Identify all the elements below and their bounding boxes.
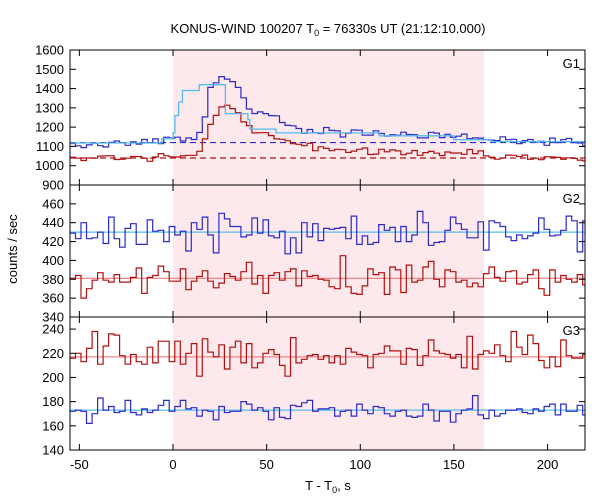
fit-curve [70,84,585,144]
y-tick-label: 380 [42,272,64,287]
y-tick-label: 240 [42,322,64,337]
series-blue-step [70,76,585,149]
chart-title-part-2: = 76330s UT (21:12:10.000) [319,21,485,36]
y-tick-label: 340 [42,310,64,325]
y-tick-label: 160 [42,418,64,433]
y-tick-label: 1500 [35,62,64,77]
x-tick-label: 50 [259,457,273,472]
series-blue-step [70,395,585,424]
y-tick-label: 1200 [35,120,64,135]
y-tick-label: 220 [42,346,64,361]
chart-title: KONUS-WIND 100207 T0 = 76330s UT (21:12:… [171,21,486,38]
plot-area [70,330,585,424]
panel-label: G2 [563,191,580,206]
x-axis-label-part-1: T - T [305,478,332,493]
y-tick-label: 1400 [35,81,64,96]
x-tick-label: 0 [169,457,176,472]
series-red-step [70,330,585,377]
panel-label: G1 [563,56,580,71]
series-red-step [70,104,585,162]
panel-g3: 140 160 180 200 220 240 -50 0 50 100 150 200 G3 [42,316,586,472]
x-axis-label: T - T0, s [305,478,351,495]
shaded-interval [173,185,484,317]
shaded-interval [173,317,484,450]
series-red-step [70,255,585,299]
y-tick-label: 360 [42,291,64,306]
y-tick-label: 900 [42,178,64,193]
y-tick-label: 180 [42,394,64,409]
shaded-interval [173,50,484,185]
series-blue-step [70,210,585,255]
x-axis-label-subscript: 0 [332,485,337,495]
y-tick-label: 440 [42,215,64,230]
panel-label: G3 [563,323,580,338]
y-axis-label: counts / sec [5,214,20,284]
y-tick-label: 460 [42,196,64,211]
y-tick-label: 420 [42,234,64,249]
x-tick-label: 200 [537,457,559,472]
y-tick-label: 140 [42,443,64,458]
y-tick-label: 1000 [35,158,64,173]
plot-area [70,210,585,299]
chart-title-subscript: 0 [314,28,319,38]
panel-g2: 340 360 380 400 420 440 460 G2 [42,184,586,325]
y-tick-label: 400 [42,253,64,268]
y-tick-label: 200 [42,370,64,385]
x-tick-label: 150 [443,457,465,472]
x-axis-label-part-2: , s [337,478,351,493]
chart-title-part-1: KONUS-WIND 100207 T [171,21,315,36]
y-tick-label: 1300 [35,100,64,115]
plot-area [70,76,585,162]
panels-group: 9001000110012001300140015001600G13403603… [35,43,586,472]
x-tick-label: 100 [349,457,371,472]
panel-frame [69,316,586,451]
y-tick-label: 1600 [35,43,64,58]
x-tick-label: -50 [70,457,89,472]
y-tick-label: 1100 [36,139,64,154]
panel-g1: 900 1000 1100 1200 1300 1400 1500 1600 G1 [35,43,586,193]
